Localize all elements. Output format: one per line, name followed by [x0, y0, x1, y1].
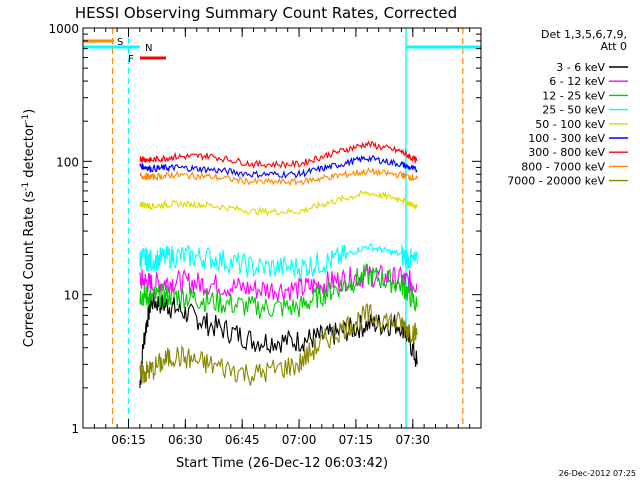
x-tick-label: 06:30: [168, 433, 203, 447]
legend-label-1: 3 - 6 keV: [556, 61, 605, 74]
x-tick-label: 07:30: [395, 433, 430, 447]
series-line-7: [139, 140, 418, 170]
series-line-1: [139, 289, 418, 389]
flags-layer: S NF: [83, 28, 481, 428]
series-layer: [139, 140, 418, 389]
x-tick-label: 07:15: [339, 433, 374, 447]
series-line-9: [139, 303, 418, 386]
legend-label-3: 12 - 25 keV: [542, 89, 605, 102]
y-axis-label-end: ): [22, 109, 37, 114]
flag-s-label: S: [117, 37, 123, 48]
legend-header-line-1: Det 1,3,5,6,7,9,: [541, 28, 627, 41]
series-line-5: [139, 190, 418, 217]
legend-label-5: 50 - 100 keV: [535, 118, 605, 131]
legend-label-4: 25 - 50 keV: [542, 104, 605, 117]
date-stamp: 26-Dec-2012 07:25: [559, 469, 636, 478]
legend-label-7: 300 - 800 keV: [528, 146, 605, 159]
series-line-3: [139, 262, 418, 320]
series-line-6: [139, 154, 418, 179]
legend-header-line-2: Att 0: [601, 40, 627, 53]
y-tick-label: 100: [56, 155, 79, 169]
x-axis-label: Start Time (26-Dec-12 06:03:42): [176, 456, 388, 471]
x-tick-label: 06:15: [111, 433, 146, 447]
y-axis-label-main: Corrected Count Rate (s: [22, 191, 37, 348]
y-tick-label: 1: [71, 422, 79, 436]
legend-label-8: 800 - 7000 keV: [521, 160, 605, 173]
axes-layer: 1 10 100 1000 06:15 06:30 06:45 07:00 07:15 07:30: [48, 22, 482, 447]
y-axis-label-sup1: -1: [21, 182, 31, 191]
flag-f-label: F: [128, 54, 134, 65]
plot-frame: [82, 27, 482, 429]
legend-label-2: 6 - 12 keV: [549, 75, 605, 88]
chart-title: HESSI Observing Summary Count Rates, Cor…: [75, 4, 457, 22]
x-tick-label: 07:00: [282, 433, 317, 447]
flag-n-label: N: [145, 43, 152, 54]
x-tick-label: 06:45: [225, 433, 260, 447]
y-axis-label-mid: detector: [22, 122, 37, 182]
y-axis-label: Corrected Count Rate (s-1 detector-1): [21, 109, 37, 347]
series-line-8: [139, 167, 418, 187]
y-axis-label-sup2: -1: [21, 114, 31, 123]
series-line-4: [139, 243, 418, 280]
legend-label-9: 7000 - 20000 keV: [507, 175, 605, 188]
y-tick-label: 10: [64, 289, 79, 303]
legend-label-6: 100 - 300 keV: [528, 132, 605, 145]
y-tick-label: 1000: [48, 22, 79, 36]
